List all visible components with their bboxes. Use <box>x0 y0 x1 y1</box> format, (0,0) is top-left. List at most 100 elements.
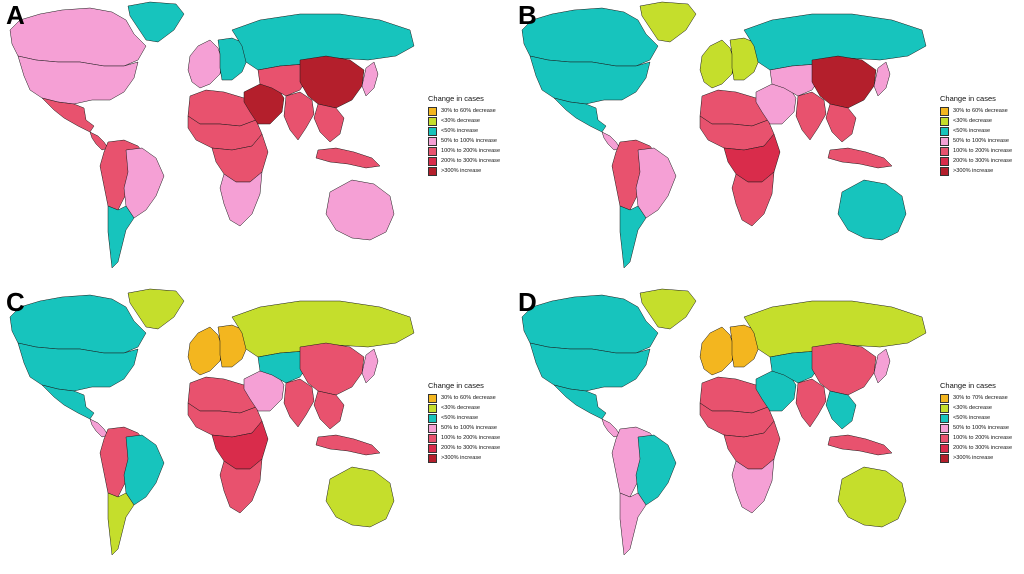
legend-swatch <box>428 413 437 423</box>
legend-item: 200% to 300% increase <box>940 443 1024 453</box>
legend-swatch <box>940 146 949 156</box>
region-australia <box>325 466 395 528</box>
legend-title: Change in cases <box>940 381 996 390</box>
region-india <box>795 91 827 141</box>
panel-letter: B <box>518 0 537 30</box>
region-india <box>283 378 315 428</box>
legend-item: <30% decrease <box>428 116 512 126</box>
legend-items: 30% to 60% decrease <30% decrease <50% inc… <box>428 106 512 176</box>
region-greenland <box>639 288 697 330</box>
region-indonesia <box>315 434 381 456</box>
region-southern-cone <box>619 492 647 556</box>
region-central-asia <box>769 63 821 97</box>
legend-item: 50% to 100% increase <box>428 423 512 433</box>
legend-swatch <box>940 106 949 116</box>
world-map <box>9 288 415 556</box>
legend-label: <30% decrease <box>953 405 993 411</box>
legend-label: 50% to 100% increase <box>441 425 497 431</box>
panel-letter: C <box>6 287 25 317</box>
region-mexico <box>553 384 607 420</box>
legend-label: >300% increase <box>441 455 482 461</box>
legend-swatch <box>940 136 949 146</box>
legend-swatch <box>428 443 437 453</box>
region-canada <box>9 294 147 354</box>
legend-swatch <box>428 116 437 126</box>
legend-label: 100% to 200% increase <box>441 148 501 154</box>
legend-item: <50% increase <box>940 413 1024 423</box>
region-southern-africa <box>731 171 775 227</box>
legend-swatch <box>428 136 437 146</box>
region-southern-africa <box>731 458 775 514</box>
region-australia <box>837 179 907 241</box>
region-central-asia <box>257 350 309 384</box>
legend-swatch <box>940 453 949 463</box>
legend-label: 100% to 200% increase <box>953 435 1013 441</box>
legend-item: 50% to 100% increase <box>940 136 1024 146</box>
legend: Change in cases 30% to 60% decrease <30% … <box>428 381 512 463</box>
legend-label: <50% increase <box>441 128 479 134</box>
legend-title: Change in cases <box>428 94 484 103</box>
region-greenland <box>639 1 697 43</box>
region-china <box>811 342 877 396</box>
legend-swatch <box>428 166 437 176</box>
legend-swatch <box>428 403 437 413</box>
legend-items: 30% to 60% decrease <30% decrease <50% inc… <box>940 106 1024 176</box>
legend-label: <50% increase <box>953 415 991 421</box>
region-canada <box>9 7 147 67</box>
legend-item: 50% to 100% increase <box>428 136 512 146</box>
legend-swatch <box>940 403 949 413</box>
region-central-asia <box>769 350 821 384</box>
legend-item: >300% increase <box>428 166 512 176</box>
region-usa <box>17 342 139 392</box>
map-panel-d: D Change in cases 30% to 70% decrease <30… <box>512 287 1024 574</box>
map-panel-a: A Change in cases 30% to 60% decrease <30… <box>0 0 512 287</box>
legend-label: 30% to 70% decrease <box>953 395 1008 401</box>
legend-items: 30% to 70% decrease <30% decrease <50% inc… <box>940 393 1024 463</box>
legend-label: 200% to 300% increase <box>953 445 1013 451</box>
world-map <box>9 1 415 269</box>
legend-label: <30% decrease <box>953 118 993 124</box>
legend-swatch <box>940 156 949 166</box>
region-europe-west <box>699 326 735 376</box>
legend-label: >300% increase <box>953 168 994 174</box>
legend-item: 200% to 300% increase <box>428 443 512 453</box>
legend-item: <30% decrease <box>428 403 512 413</box>
region-southern-cone <box>107 492 135 556</box>
panel-letter: D <box>518 287 537 317</box>
legend-swatch <box>428 393 437 403</box>
region-se-asia <box>313 390 345 430</box>
region-europe-west <box>187 326 223 376</box>
legend-item: 200% to 300% increase <box>428 156 512 166</box>
legend-label: 100% to 200% increase <box>441 435 501 441</box>
legend-label: 50% to 100% increase <box>953 138 1009 144</box>
legend-label: >300% increase <box>441 168 482 174</box>
region-brazil <box>123 147 165 219</box>
legend-swatch <box>940 126 949 136</box>
map-panel-b: B Change in cases 30% to 60% decrease <30… <box>512 0 1024 287</box>
region-india <box>283 91 315 141</box>
region-mexico <box>41 97 95 133</box>
legend-item: 200% to 300% increase <box>940 156 1024 166</box>
region-europe-west <box>187 39 223 89</box>
legend-label: <30% decrease <box>441 405 481 411</box>
region-southern-cone <box>619 205 647 269</box>
region-mexico <box>41 384 95 420</box>
region-china <box>299 55 365 109</box>
legend-swatch <box>940 433 949 443</box>
region-central-america <box>89 418 109 438</box>
region-greenland <box>127 288 185 330</box>
region-china <box>299 342 365 396</box>
region-russia <box>743 300 927 358</box>
region-australia <box>837 466 907 528</box>
legend-swatch <box>940 116 949 126</box>
region-se-asia <box>825 390 857 430</box>
legend-item: 30% to 60% decrease <box>428 393 512 403</box>
region-japan <box>361 61 379 97</box>
region-central-america <box>601 418 621 438</box>
legend-title: Change in cases <box>428 381 484 390</box>
legend-swatch <box>428 423 437 433</box>
legend-swatch <box>940 423 949 433</box>
region-russia <box>231 13 415 71</box>
legend-swatch <box>428 146 437 156</box>
region-indonesia <box>827 147 893 169</box>
